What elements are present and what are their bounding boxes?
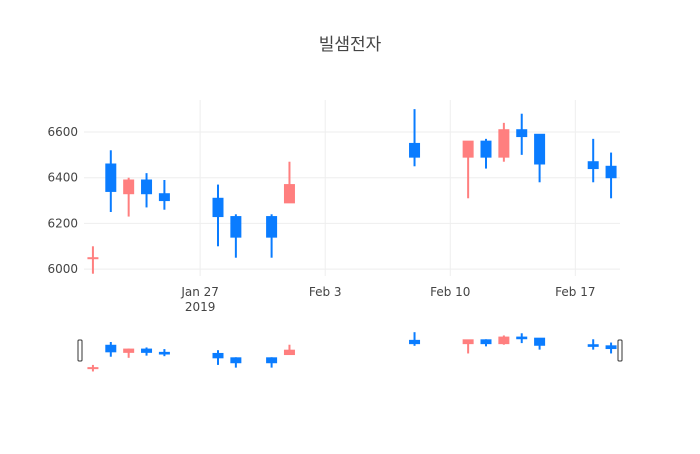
candle-body: [105, 163, 117, 192]
candle-body: [230, 216, 242, 238]
slider-candle-body: [87, 367, 99, 370]
slider-candle-body: [266, 357, 278, 364]
slider-candle-body: [123, 348, 135, 353]
slider-handle[interactable]: [617, 339, 623, 362]
candle-body: [158, 193, 170, 202]
candle-body: [141, 179, 153, 195]
x-tick-label: Feb 3: [309, 285, 342, 299]
slider-candle-body: [283, 349, 295, 356]
candle-body: [212, 197, 224, 218]
y-tick-label: 6600: [47, 125, 78, 139]
y-tick-label: 6000: [47, 262, 78, 276]
candle-body: [498, 129, 510, 158]
slider-candle-body: [105, 344, 117, 353]
candle-body: [409, 142, 421, 158]
candle-body: [534, 133, 546, 165]
slider-candle-body: [141, 348, 153, 353]
slider-handle[interactable]: [77, 339, 83, 362]
candle-body: [123, 179, 135, 195]
y-tick-label: 6400: [47, 171, 78, 185]
x-tick-label: Jan 27 2019: [180, 285, 219, 314]
slider-candle-body: [462, 339, 474, 345]
slider-candle-body: [587, 344, 599, 347]
slider-candle-body: [409, 339, 421, 345]
slider-candle-body: [480, 339, 492, 345]
candle-body: [283, 184, 295, 204]
candle-body: [266, 216, 278, 238]
y-tick-label: 6200: [47, 216, 78, 230]
candle-body: [462, 140, 474, 158]
candle-body: [516, 129, 528, 138]
slider-candle-body: [498, 336, 510, 345]
candle-body: [87, 257, 99, 260]
candle-body: [480, 140, 492, 158]
slider-candle-body: [516, 336, 528, 340]
x-tick-label: Feb 17: [555, 285, 595, 299]
slider-candle-body: [534, 337, 546, 346]
chart-title: 빌샘전자: [319, 35, 382, 55]
candle-body: [587, 161, 599, 170]
slider-candle-body: [605, 345, 617, 350]
x-tick-label: Feb 10: [430, 285, 470, 299]
slider-candle-body: [230, 357, 242, 364]
candle-body: [605, 165, 617, 179]
slider-candle-body: [158, 351, 170, 355]
slider-candle-body: [212, 352, 224, 359]
